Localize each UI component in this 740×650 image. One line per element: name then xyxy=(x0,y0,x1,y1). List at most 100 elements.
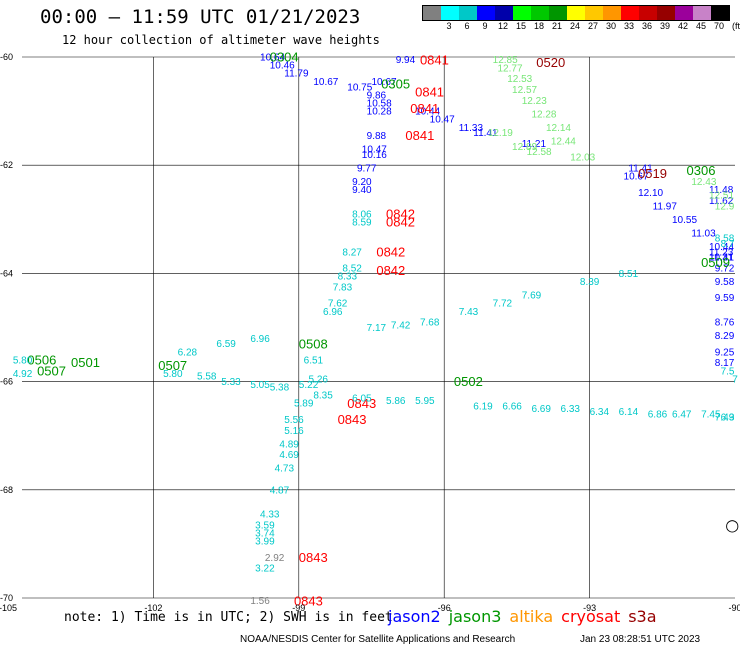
legend-bin-label: 15 xyxy=(515,21,527,31)
legend-bin-label: 3 xyxy=(446,21,452,31)
wave-height-label: 8.17 xyxy=(715,358,735,369)
page-title: 00:00 – 11:59 UTC 01/21/2023 xyxy=(40,6,361,28)
wave-height-label: 6.96 xyxy=(323,307,343,318)
wave-height-label: 9.58 xyxy=(715,277,735,288)
wave-height-label: 7.69 xyxy=(522,291,542,302)
legend-swatch xyxy=(693,6,711,20)
wave-height-label: 7.45 xyxy=(701,410,721,421)
pass-time-label: 0843 xyxy=(338,412,367,427)
wave-height-label: 6.51 xyxy=(304,355,324,366)
wave-height-label: 7.5 xyxy=(721,366,735,377)
wave-height-label: 4.33 xyxy=(260,510,280,521)
satellite-name: jason2 xyxy=(388,607,441,626)
wave-height-label: 6.47 xyxy=(672,410,692,421)
pass-time-label: 0509 xyxy=(701,255,730,270)
pass-time-label: 0841 xyxy=(415,85,444,100)
wave-height-label: 6.33 xyxy=(561,404,581,415)
pass-time-label: 0501 xyxy=(71,355,100,370)
wave-height-label: 7.17 xyxy=(367,323,387,334)
legend-bin-label: 70 xyxy=(713,21,725,31)
legend-bin-label: 27 xyxy=(587,21,599,31)
legend-swatch xyxy=(495,6,513,20)
legend-bin-label: 18 xyxy=(533,21,545,31)
wave-height-label: 10.64 xyxy=(260,53,285,64)
wave-height-label: 12.23 xyxy=(522,96,547,107)
wave-height-label: 9.25 xyxy=(715,347,735,358)
wave-height-label: 11.48 xyxy=(709,185,734,196)
wave-height-label: 11.79 xyxy=(284,69,309,80)
legend-swatch xyxy=(531,6,549,20)
legend-swatch xyxy=(639,6,657,20)
wave-height-label: 10.67 xyxy=(624,172,649,183)
wave-height-label: 6.34 xyxy=(590,407,610,418)
wave-height-label: 10.75 xyxy=(347,82,372,93)
wave-height-label: 6.86 xyxy=(648,410,668,421)
wave-height-label: 5.33 xyxy=(221,377,241,388)
wave-height-label: 6.66 xyxy=(502,401,522,412)
wave-height-label: 6.3 xyxy=(721,412,735,423)
wave-height-label: 10.16 xyxy=(362,150,387,161)
wave-height-label: 10.67 xyxy=(372,77,397,88)
lon-tick-label: -96 xyxy=(438,603,451,613)
legend-bin-label: 42 xyxy=(677,21,689,31)
wave-height-label: 11.62 xyxy=(709,196,734,207)
wave-height-label: 12.85 xyxy=(493,55,518,66)
wave-height-label: 12.58 xyxy=(527,147,552,158)
wave-height-label: 5.22 xyxy=(299,380,319,391)
wave-height-label: 5.05 xyxy=(250,380,270,391)
pass-time-label: 0502 xyxy=(454,374,483,389)
page-subtitle: 12 hour collection of altimeter wave hei… xyxy=(62,33,380,47)
wave-height-label: 8.52 xyxy=(342,263,362,274)
wave-height-label: 10.41 xyxy=(709,253,734,264)
pass-time-label: 0843 xyxy=(347,396,376,411)
lat-tick-label: -64 xyxy=(0,268,13,278)
wave-height-label: 7.83 xyxy=(333,282,353,293)
wave-height-label: 12.89 xyxy=(512,142,537,153)
wave-height-label: 8.76 xyxy=(715,318,735,329)
legend-swatch xyxy=(549,6,567,20)
pass-time-label: 0842 xyxy=(376,263,405,278)
wave-height-label: 8.29 xyxy=(715,331,735,342)
wave-height-label: 8.27 xyxy=(342,247,362,258)
color-legend xyxy=(422,5,730,21)
footnote: note: 1) Time is in UTC; 2) SWH is in fe… xyxy=(64,610,393,625)
legend-swatch xyxy=(621,6,639,20)
wave-height-label: 3.22 xyxy=(255,564,275,575)
legend-unit-label: (ft) xyxy=(732,21,740,31)
wave-height-label: 5.38 xyxy=(270,383,290,394)
wave-height-label: 5.89 xyxy=(294,399,314,410)
axis-tick-labels: -105 -102 -99 -96 -93 -90 -60 -62 -64 -66 -68 -70 xyxy=(0,52,740,613)
wave-height-label: 6.96 xyxy=(250,334,270,345)
wave-height-label: 6.05 xyxy=(352,393,372,404)
credit-line: NOAA/NESDIS Center for Satellite Applica… xyxy=(240,634,516,645)
wave-height-label: 4.92 xyxy=(13,369,33,380)
wave-height-label: 7 xyxy=(732,374,738,385)
wave-height-label: 12.9 xyxy=(715,201,735,212)
pass-time-label: 0841 xyxy=(405,128,434,143)
lon-tick-label: -93 xyxy=(583,603,596,613)
wave-height-label: 8.59 xyxy=(352,218,372,229)
legend-bin-label: 21 xyxy=(551,21,563,31)
wave-height-label: 12.19 xyxy=(488,128,513,139)
legend-swatch xyxy=(513,6,531,20)
wave-height-label: 10.47 xyxy=(430,115,455,126)
wave-height-label: 10.46 xyxy=(270,61,295,72)
lat-tick-label: -68 xyxy=(0,485,13,495)
legend-swatch xyxy=(459,6,477,20)
legend-swatch xyxy=(603,6,621,20)
legend-bin-label: 30 xyxy=(605,21,617,31)
pass-time-label: 0843 xyxy=(299,550,328,565)
wave-height-label: 8.06 xyxy=(352,209,372,220)
lon-tick-label: -102 xyxy=(144,603,162,613)
pass-time-label: 0842 xyxy=(376,244,405,259)
pass-time-label: 0506 xyxy=(27,353,56,368)
wave-height-label: 6.14 xyxy=(619,407,639,418)
wave-height-label: 10.67 xyxy=(313,77,338,88)
wave-height-label: 9.88 xyxy=(367,131,387,142)
legend-bin-label: 36 xyxy=(641,21,653,31)
legend-bin-label: 45 xyxy=(695,21,707,31)
wave-height-label: 11.31 xyxy=(709,253,734,264)
pass-time-label: 0843 xyxy=(294,593,323,608)
wave-height-label: 8.35 xyxy=(313,391,333,402)
pass-time-label: 0842 xyxy=(386,206,415,221)
